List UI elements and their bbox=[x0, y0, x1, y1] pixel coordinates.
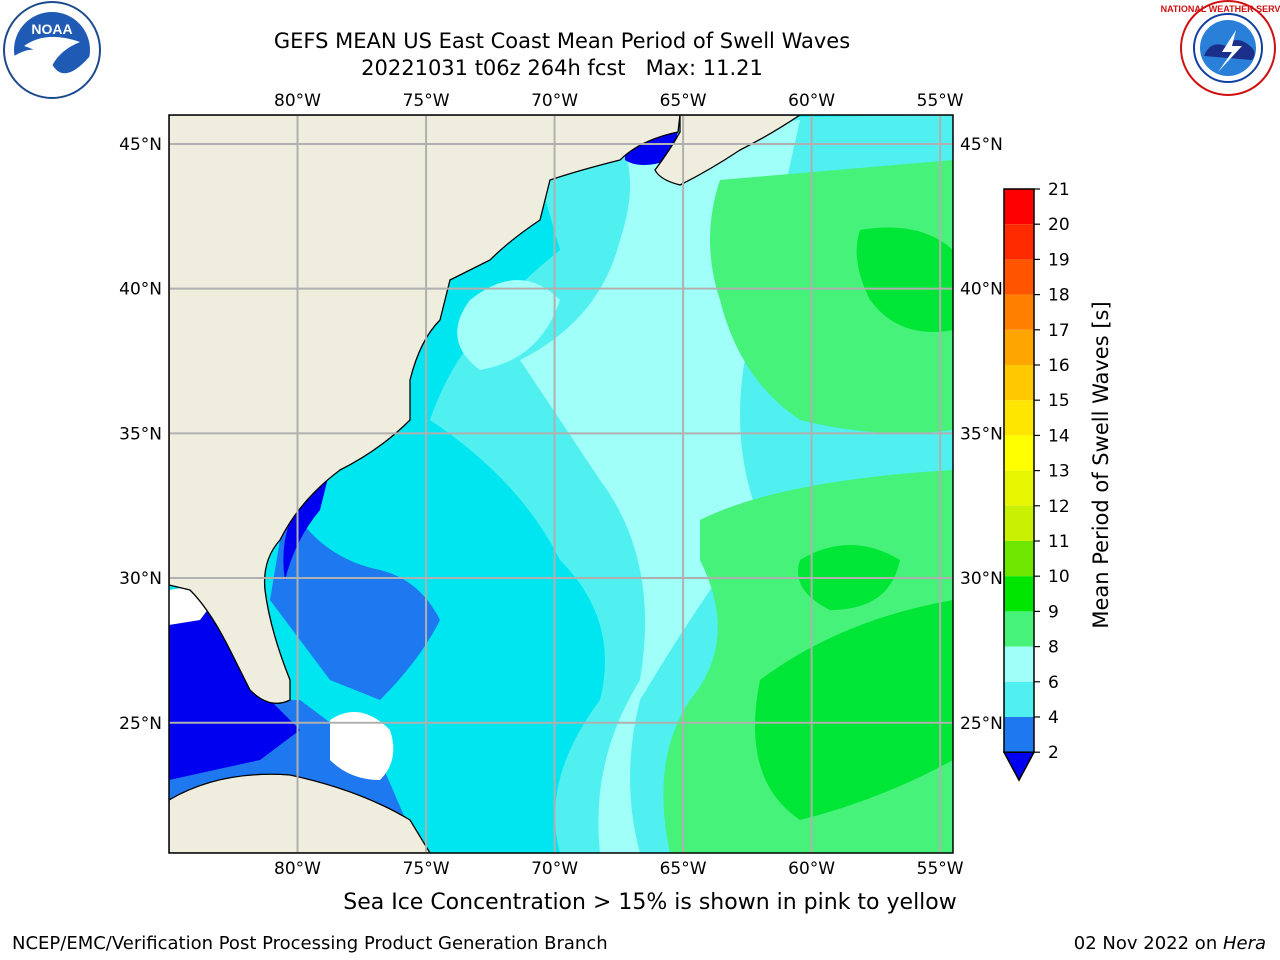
colorbar-box bbox=[1004, 717, 1034, 753]
lat-label-left: 30°N bbox=[119, 569, 162, 589]
lon-label-bottom: 55°W bbox=[917, 859, 964, 879]
colorbar-box bbox=[1004, 435, 1034, 471]
swell-deep-blue-coast bbox=[283, 470, 330, 580]
colorbar-tick-label: 6 bbox=[1048, 673, 1059, 693]
colorbar-tick-label: 15 bbox=[1048, 391, 1070, 411]
colorbar-tick-label: 12 bbox=[1048, 497, 1070, 517]
colorbar-box bbox=[1004, 329, 1034, 365]
colorbar-tick-label: 17 bbox=[1048, 321, 1070, 341]
colorbar-box bbox=[1004, 576, 1034, 612]
nodata-bahamas-bank bbox=[330, 712, 394, 780]
lat-label-left: 25°N bbox=[119, 714, 162, 734]
lon-label-top: 80°W bbox=[274, 91, 321, 111]
lon-label-top: 65°W bbox=[660, 91, 707, 111]
colorbar-tick-label: 10 bbox=[1048, 567, 1070, 587]
lon-label-bottom: 75°W bbox=[403, 859, 450, 879]
colorbar-box bbox=[1004, 681, 1034, 717]
colorbar-tick-label: 8 bbox=[1048, 638, 1059, 658]
nws-logo: NATIONAL WEATHER SERVICE bbox=[1161, 0, 1280, 96]
lat-label-right: 25°N bbox=[960, 714, 1003, 734]
colorbar-tick-label: 18 bbox=[1048, 286, 1070, 306]
land-cuba bbox=[169, 773, 431, 853]
lon-label-bottom: 65°W bbox=[660, 859, 707, 879]
swell-pale-cyan-patch bbox=[457, 280, 560, 370]
lat-labels-right: 45°N 40°N 35°N 30°N 25°N bbox=[960, 135, 1003, 734]
swell-deep-blue-gulf bbox=[169, 590, 300, 780]
chart-title: GEFS MEAN US East Coast Mean Period of S… bbox=[273, 29, 851, 53]
lon-label-top: 55°W bbox=[917, 91, 964, 111]
logos-layer: NOAA NATIONAL WEATHER SERVICE bbox=[3, 0, 1280, 99]
colorbar-box bbox=[1004, 365, 1034, 401]
lat-label-right: 40°N bbox=[960, 280, 1003, 300]
sea-ice-note: Sea Ice Concentration > 15% is shown in … bbox=[343, 890, 957, 915]
colorbar-box bbox=[1004, 259, 1034, 295]
swell-green-north bbox=[856, 227, 953, 332]
lon-labels-top: 80°W 75°W 70°W 65°W 60°W 55°W bbox=[274, 91, 964, 111]
swell-blue-southeast-shelf bbox=[270, 470, 440, 700]
footer-date: 02 Nov 2022 on Hera bbox=[1074, 933, 1266, 954]
colorbar-tick-label: 20 bbox=[1048, 215, 1070, 235]
lat-labels-left: 45°N 40°N 35°N 30°N 25°N bbox=[119, 135, 162, 734]
chart-subtitle: 20221031 t06z 264h fcst Max: 11.21 bbox=[361, 56, 763, 80]
colorbar-box bbox=[1004, 611, 1034, 647]
noaa-logo: NOAA bbox=[3, 1, 101, 99]
noaa-logo-text: NOAA bbox=[31, 21, 72, 37]
colorbar-tick-label: 4 bbox=[1048, 708, 1059, 728]
lat-label-right: 35°N bbox=[960, 424, 1003, 444]
colorbar-tick-label: 2 bbox=[1048, 743, 1059, 763]
colorbar-box bbox=[1004, 470, 1034, 506]
swell-green-south bbox=[755, 600, 953, 820]
footer-date-text: 02 Nov 2022 on bbox=[1073, 933, 1223, 954]
colorbar-tick-label: 19 bbox=[1048, 250, 1070, 270]
lon-label-top: 60°W bbox=[788, 91, 835, 111]
colorbar-box bbox=[1004, 646, 1034, 682]
map-frame bbox=[168, 114, 954, 854]
colorbar-box bbox=[1004, 294, 1034, 330]
colorbar-tick-label: 9 bbox=[1048, 602, 1059, 622]
lon-label-bottom: 70°W bbox=[531, 859, 578, 879]
land-nova-scotia bbox=[654, 115, 802, 186]
nws-logo-text: NATIONAL WEATHER SERVICE bbox=[1161, 4, 1280, 14]
colorbar-tick-label: 21 bbox=[1048, 180, 1070, 200]
colorbar-tick-label: 13 bbox=[1048, 462, 1070, 482]
colorbar-box bbox=[1004, 505, 1034, 541]
colorbar-ticks: 21 20 19 18 17 16 15 14 13 12 11 10 9 8 6 4 2 bbox=[1034, 180, 1070, 763]
map-grid bbox=[169, 115, 953, 853]
lat-label-right: 45°N bbox=[960, 135, 1003, 155]
lat-label-right: 30°N bbox=[960, 569, 1003, 589]
colorbar-box bbox=[1004, 541, 1034, 577]
colorbar-tick-label: 11 bbox=[1048, 532, 1070, 552]
colorbar-tick-label: 14 bbox=[1048, 426, 1070, 446]
colorbar-tick-label: 16 bbox=[1048, 356, 1070, 376]
colorbar-box bbox=[1004, 400, 1034, 436]
lat-label-left: 45°N bbox=[119, 135, 162, 155]
footer-branch: NCEP/EMC/Verification Post Processing Pr… bbox=[12, 933, 608, 954]
lon-label-top: 70°W bbox=[531, 91, 578, 111]
lon-labels-bottom: 80°W 75°W 70°W 65°W 60°W 55°W bbox=[274, 859, 964, 879]
colorbar-extend-arrow bbox=[1002, 751, 1036, 782]
lon-label-bottom: 80°W bbox=[274, 859, 321, 879]
colorbar-label: Mean Period of Swell Waves [s] bbox=[1089, 301, 1113, 628]
lon-label-top: 75°W bbox=[403, 91, 450, 111]
footer-host: Hera bbox=[1222, 933, 1266, 954]
colorbar: 21 20 19 18 17 16 15 14 13 12 11 10 9 8 6 4 2 Mean Perio… bbox=[1002, 180, 1113, 782]
map-field bbox=[169, 115, 953, 853]
colorbar-box bbox=[1004, 189, 1034, 225]
colorbar-boxes bbox=[1002, 188, 1036, 782]
lat-label-left: 40°N bbox=[119, 280, 162, 300]
lat-label-left: 35°N bbox=[119, 424, 162, 444]
colorbar-box bbox=[1004, 224, 1034, 260]
lon-label-bottom: 60°W bbox=[788, 859, 835, 879]
